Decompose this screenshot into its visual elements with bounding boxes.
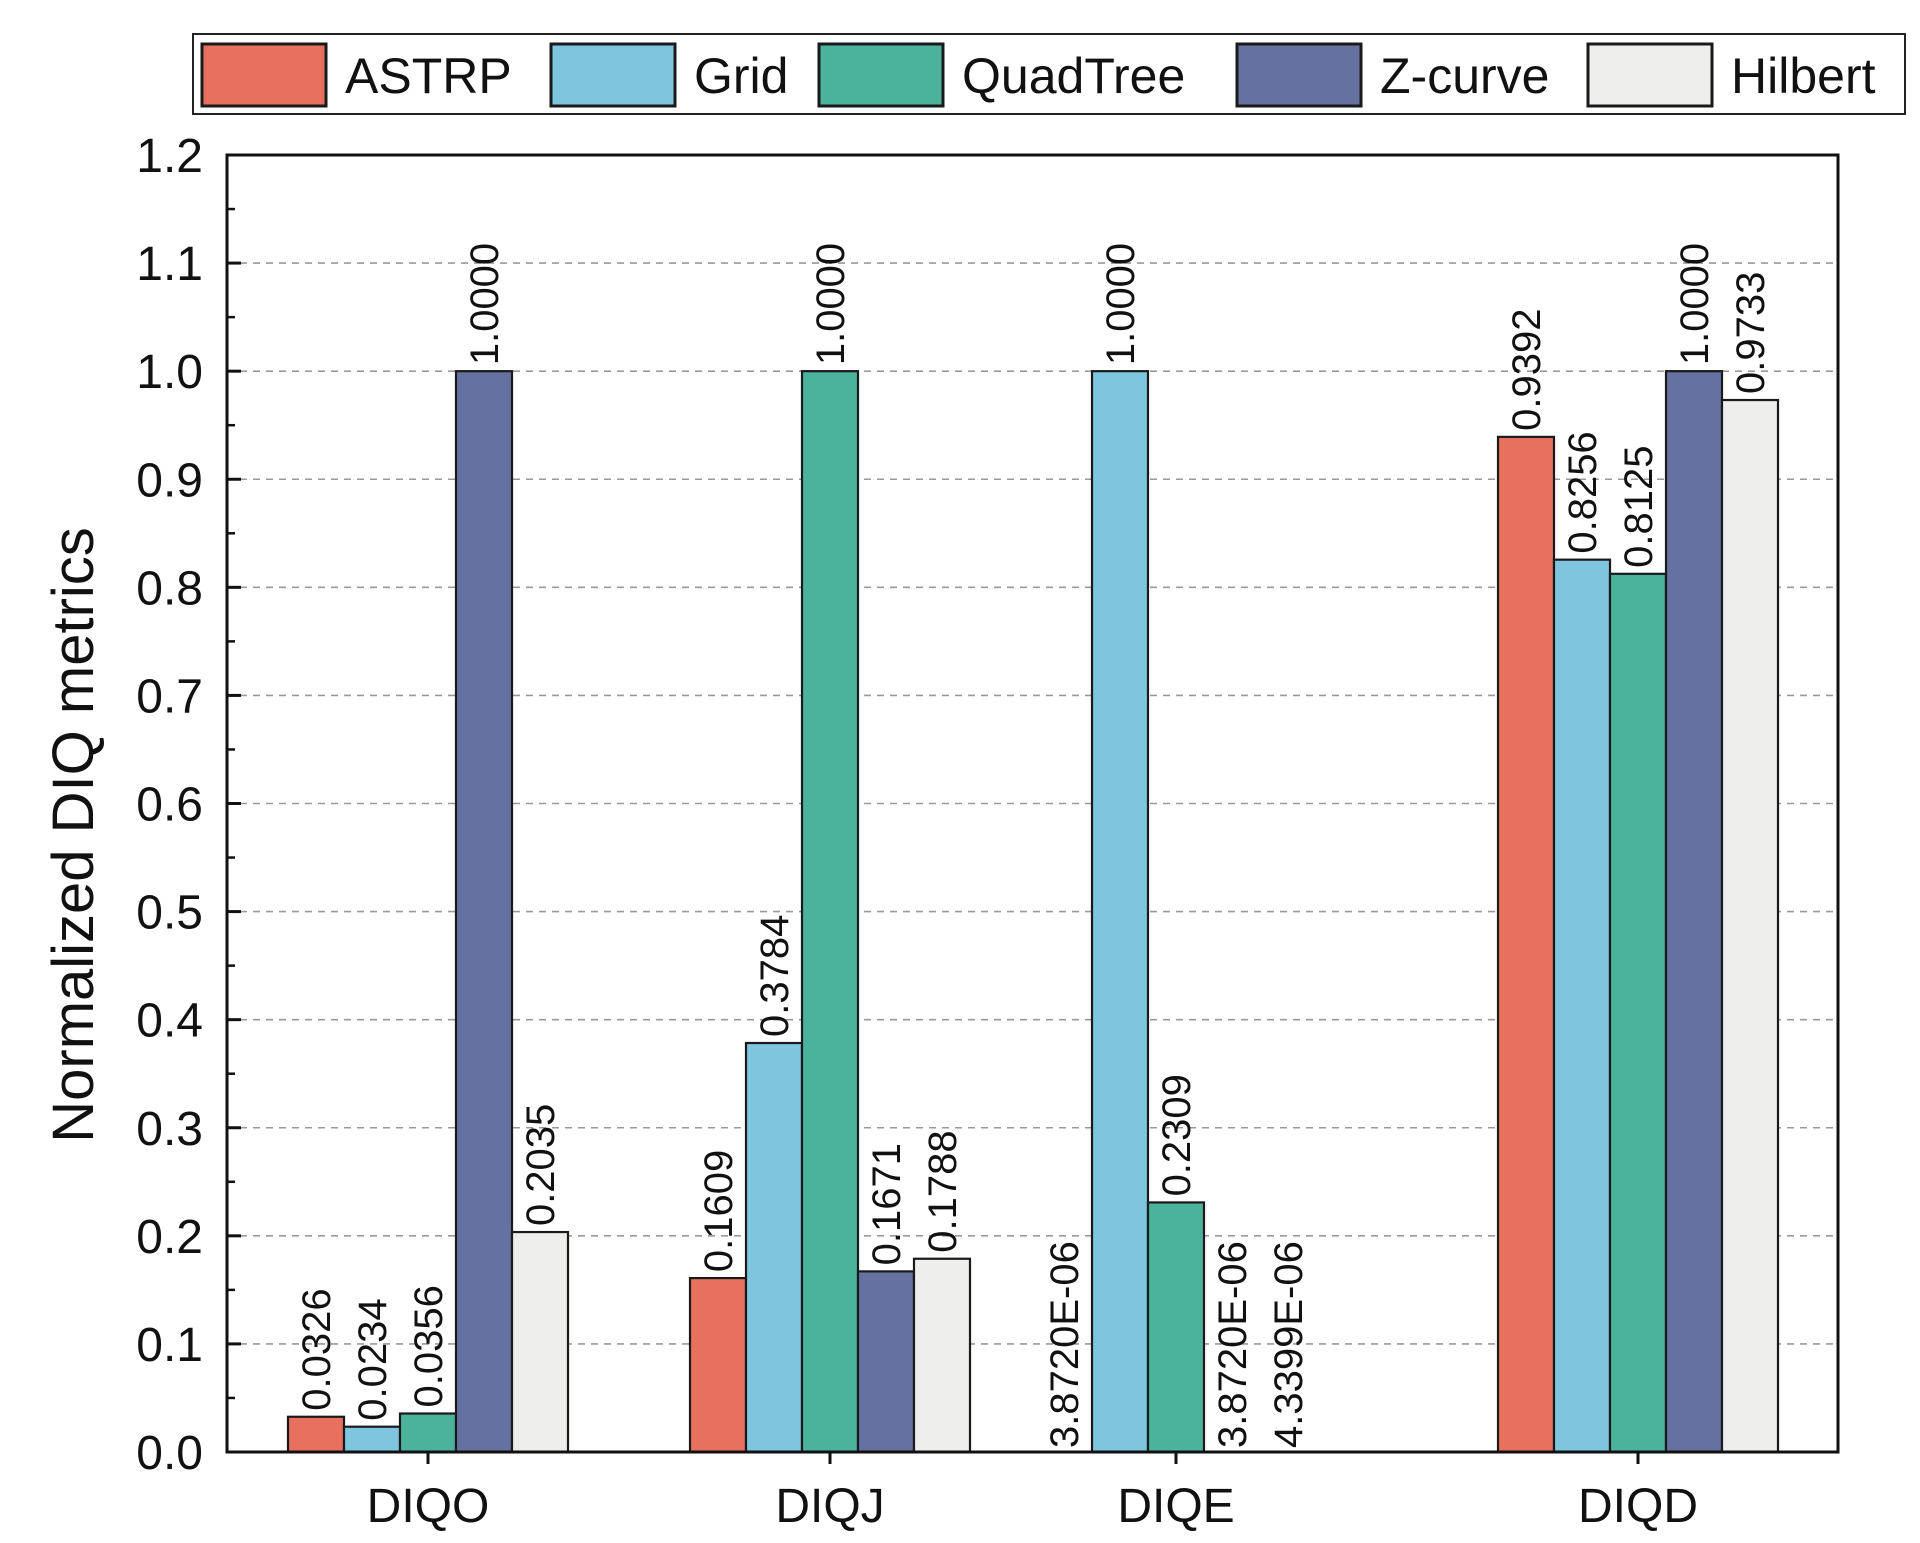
data-label: 0.8125 bbox=[1617, 445, 1661, 567]
x-tick-label: DIQE bbox=[1117, 1480, 1234, 1533]
data-label: 1.0000 bbox=[463, 243, 507, 365]
bar-z-curve-diqo bbox=[456, 371, 512, 1452]
data-label: 0.8256 bbox=[1561, 431, 1605, 553]
data-label: 0.0356 bbox=[407, 1285, 451, 1407]
bar-hilbert-diqo bbox=[512, 1232, 568, 1452]
data-label: 0.1788 bbox=[921, 1130, 965, 1252]
legend-swatch-hilbert bbox=[1588, 44, 1712, 106]
bar-z-curve-diqj bbox=[858, 1271, 914, 1452]
data-label: 0.9733 bbox=[1729, 272, 1773, 394]
x-tick-label: DIQO bbox=[367, 1480, 490, 1533]
x-tick-label: DIQD bbox=[1578, 1480, 1698, 1533]
data-label: 0.2309 bbox=[1155, 1074, 1199, 1196]
y-tick-label: 0.1 bbox=[136, 1319, 203, 1372]
y-tick-label: 0.3 bbox=[136, 1103, 203, 1156]
data-label: 0.0234 bbox=[351, 1298, 395, 1420]
data-label: 0.2035 bbox=[519, 1104, 563, 1226]
legend-label-grid: Grid bbox=[694, 48, 788, 104]
bar-grid-diqd bbox=[1554, 560, 1610, 1452]
bar-z-curve-diqd bbox=[1666, 371, 1722, 1452]
bar-astrp-diqd bbox=[1498, 437, 1554, 1452]
data-label: 4.3399E-06 bbox=[1267, 1241, 1311, 1448]
bar-astrp-diqj bbox=[690, 1278, 746, 1452]
y-tick-label: 0.7 bbox=[136, 670, 203, 723]
data-label: 0.1671 bbox=[865, 1143, 909, 1265]
bar-grid-diqj bbox=[746, 1043, 802, 1452]
data-label: 0.9392 bbox=[1505, 309, 1549, 431]
data-label: 1.0000 bbox=[1673, 243, 1717, 365]
data-label: 0.3784 bbox=[753, 915, 797, 1037]
legend-swatch-astrp bbox=[202, 44, 326, 106]
y-tick-label: 0.6 bbox=[136, 779, 203, 832]
y-tick-label: 0.0 bbox=[136, 1427, 203, 1480]
y-tick-label: 1.1 bbox=[136, 238, 203, 291]
y-tick-label: 0.5 bbox=[136, 887, 203, 940]
y-tick-label: 1.0 bbox=[136, 346, 203, 399]
y-tick-label: 0.8 bbox=[136, 562, 203, 615]
legend-swatch-z-curve bbox=[1237, 44, 1361, 106]
bar-quadtree-diqe bbox=[1148, 1202, 1204, 1452]
legend-swatch-grid bbox=[551, 44, 675, 106]
data-label: 3.8720E-06 bbox=[1211, 1241, 1255, 1448]
y-tick-label: 1.2 bbox=[136, 130, 203, 183]
data-label: 3.8720E-06 bbox=[1043, 1241, 1087, 1448]
y-axis-title: Normalized DIQ metrics bbox=[41, 527, 106, 1143]
y-tick-label: 0.4 bbox=[136, 995, 203, 1048]
bar-hilbert-diqd bbox=[1722, 400, 1778, 1452]
bar-grid-diqo bbox=[344, 1427, 400, 1452]
legend-label-astrp: ASTRP bbox=[345, 48, 512, 104]
data-label: 1.0000 bbox=[809, 243, 853, 365]
legend-label-hilbert: Hilbert bbox=[1731, 48, 1876, 104]
data-label: 0.0326 bbox=[295, 1288, 339, 1410]
x-tick-label: DIQJ bbox=[775, 1480, 884, 1533]
y-tick-label: 0.9 bbox=[136, 454, 203, 507]
bar-hilbert-diqj bbox=[914, 1259, 970, 1452]
legend-label-quadtree: QuadTree bbox=[962, 48, 1185, 104]
bar-astrp-diqo bbox=[288, 1417, 344, 1452]
data-label: 0.1609 bbox=[697, 1150, 741, 1272]
bar-quadtree-diqo bbox=[400, 1414, 456, 1452]
bar-grid-diqe bbox=[1092, 371, 1148, 1452]
y-tick-label: 0.2 bbox=[136, 1211, 203, 1264]
bar-quadtree-diqd bbox=[1610, 574, 1666, 1452]
legend-label-z-curve: Z-curve bbox=[1380, 48, 1549, 104]
bar-quadtree-diqj bbox=[802, 371, 858, 1452]
legend-swatch-quadtree bbox=[819, 44, 943, 106]
data-label: 1.0000 bbox=[1099, 243, 1143, 365]
legend: ASTRP Grid QuadTree Z-curve Hilbert bbox=[193, 34, 1905, 114]
